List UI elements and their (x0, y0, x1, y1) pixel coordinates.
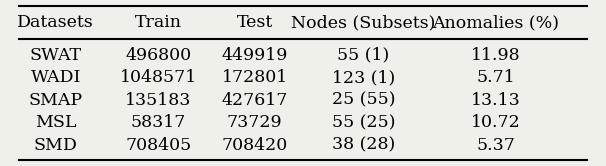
Text: 25 (55): 25 (55) (331, 92, 395, 109)
Text: 123 (1): 123 (1) (331, 69, 395, 86)
Text: 58317: 58317 (130, 114, 186, 131)
Text: 11.98: 11.98 (471, 47, 521, 64)
Text: Test: Test (236, 14, 273, 31)
Text: 55 (25): 55 (25) (331, 114, 395, 131)
Text: 13.13: 13.13 (471, 92, 521, 109)
Text: Nodes (Subsets): Nodes (Subsets) (291, 14, 436, 31)
Text: Anomalies (%): Anomalies (%) (433, 14, 559, 31)
Text: SMAP: SMAP (28, 92, 83, 109)
Text: MSL: MSL (35, 114, 76, 131)
Text: SWAT: SWAT (30, 47, 82, 64)
Text: Datasets: Datasets (18, 14, 94, 31)
Text: SMD: SMD (34, 137, 78, 154)
Text: 73729: 73729 (227, 114, 282, 131)
Text: 5.71: 5.71 (477, 69, 516, 86)
Text: 496800: 496800 (125, 47, 191, 64)
Text: 10.72: 10.72 (471, 114, 521, 131)
Text: 708420: 708420 (222, 137, 288, 154)
Text: 708405: 708405 (125, 137, 191, 154)
Text: 38 (28): 38 (28) (331, 137, 395, 154)
Text: 427617: 427617 (222, 92, 288, 109)
Text: Train: Train (135, 14, 182, 31)
Text: 135183: 135183 (125, 92, 191, 109)
Text: 55 (1): 55 (1) (337, 47, 390, 64)
Text: 5.37: 5.37 (476, 137, 516, 154)
Text: 172801: 172801 (222, 69, 288, 86)
Text: 449919: 449919 (222, 47, 288, 64)
Text: WADI: WADI (30, 69, 81, 86)
Text: 1048571: 1048571 (119, 69, 197, 86)
